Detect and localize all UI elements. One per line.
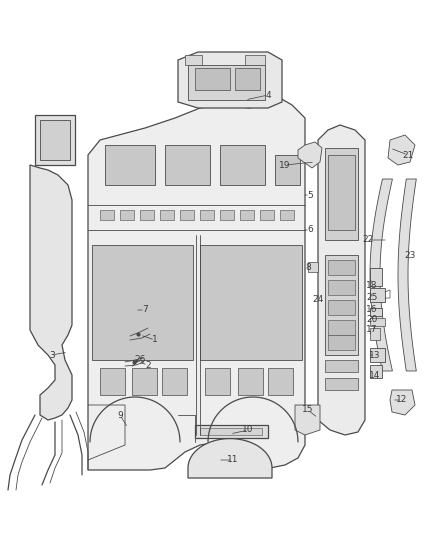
Text: 24: 24 xyxy=(312,295,324,304)
Polygon shape xyxy=(100,368,125,395)
Polygon shape xyxy=(328,335,355,350)
Polygon shape xyxy=(235,68,260,90)
Polygon shape xyxy=(308,262,318,272)
Polygon shape xyxy=(245,55,265,65)
Text: 20: 20 xyxy=(366,316,378,325)
Polygon shape xyxy=(328,155,355,230)
Polygon shape xyxy=(398,179,416,371)
Polygon shape xyxy=(268,368,293,395)
Text: 10: 10 xyxy=(242,425,254,434)
Text: 14: 14 xyxy=(369,370,381,379)
Polygon shape xyxy=(318,125,365,435)
Polygon shape xyxy=(185,55,202,65)
Text: 16: 16 xyxy=(366,305,378,314)
Text: 15: 15 xyxy=(302,406,314,415)
Text: 12: 12 xyxy=(396,395,408,405)
Polygon shape xyxy=(105,145,155,185)
Polygon shape xyxy=(180,210,194,220)
Polygon shape xyxy=(370,288,385,302)
Text: 13: 13 xyxy=(369,351,381,359)
Polygon shape xyxy=(160,210,174,220)
Polygon shape xyxy=(328,260,355,275)
Polygon shape xyxy=(295,405,320,435)
Text: 18: 18 xyxy=(366,280,378,289)
Polygon shape xyxy=(220,210,234,220)
Text: 19: 19 xyxy=(279,160,291,169)
Text: 2: 2 xyxy=(145,360,151,369)
Polygon shape xyxy=(390,390,415,415)
Polygon shape xyxy=(328,280,355,295)
Polygon shape xyxy=(140,210,154,220)
Polygon shape xyxy=(100,210,114,220)
Text: 26: 26 xyxy=(134,356,146,365)
Polygon shape xyxy=(188,65,265,100)
Polygon shape xyxy=(165,145,210,185)
Polygon shape xyxy=(40,120,70,160)
Polygon shape xyxy=(132,368,157,395)
Polygon shape xyxy=(370,348,385,362)
Polygon shape xyxy=(328,300,355,315)
Polygon shape xyxy=(240,210,254,220)
Text: 3: 3 xyxy=(49,351,55,359)
Text: 6: 6 xyxy=(307,225,313,235)
Text: 7: 7 xyxy=(142,305,148,314)
Polygon shape xyxy=(92,245,193,360)
Polygon shape xyxy=(325,148,358,240)
Polygon shape xyxy=(162,368,187,395)
Polygon shape xyxy=(220,145,265,185)
Polygon shape xyxy=(188,439,272,478)
Text: 5: 5 xyxy=(307,190,313,199)
Polygon shape xyxy=(370,268,382,286)
Polygon shape xyxy=(370,318,385,326)
Text: 21: 21 xyxy=(403,150,413,159)
Polygon shape xyxy=(298,142,322,168)
Polygon shape xyxy=(370,308,382,316)
Polygon shape xyxy=(200,245,302,360)
Text: 4: 4 xyxy=(265,91,271,100)
Polygon shape xyxy=(325,255,358,355)
Polygon shape xyxy=(195,425,268,438)
Polygon shape xyxy=(200,428,262,435)
Polygon shape xyxy=(195,68,230,90)
Polygon shape xyxy=(370,328,380,340)
Polygon shape xyxy=(370,179,392,371)
Text: 1: 1 xyxy=(152,335,158,344)
Polygon shape xyxy=(260,210,274,220)
Text: 9: 9 xyxy=(117,410,123,419)
Text: 23: 23 xyxy=(404,251,416,260)
Text: 8: 8 xyxy=(305,263,311,272)
Polygon shape xyxy=(238,368,263,395)
Polygon shape xyxy=(120,210,134,220)
Polygon shape xyxy=(178,52,282,108)
Polygon shape xyxy=(280,210,294,220)
Polygon shape xyxy=(30,165,72,420)
Text: 11: 11 xyxy=(227,456,239,464)
Polygon shape xyxy=(275,155,300,185)
Polygon shape xyxy=(200,210,214,220)
Polygon shape xyxy=(370,365,382,378)
Polygon shape xyxy=(328,320,355,335)
Polygon shape xyxy=(88,98,305,470)
Text: 25: 25 xyxy=(366,294,378,303)
Polygon shape xyxy=(205,368,230,395)
Polygon shape xyxy=(325,378,358,390)
Polygon shape xyxy=(388,135,415,165)
Polygon shape xyxy=(35,115,75,165)
Text: 17: 17 xyxy=(366,326,378,335)
Polygon shape xyxy=(325,360,358,372)
Text: 22: 22 xyxy=(362,236,374,245)
